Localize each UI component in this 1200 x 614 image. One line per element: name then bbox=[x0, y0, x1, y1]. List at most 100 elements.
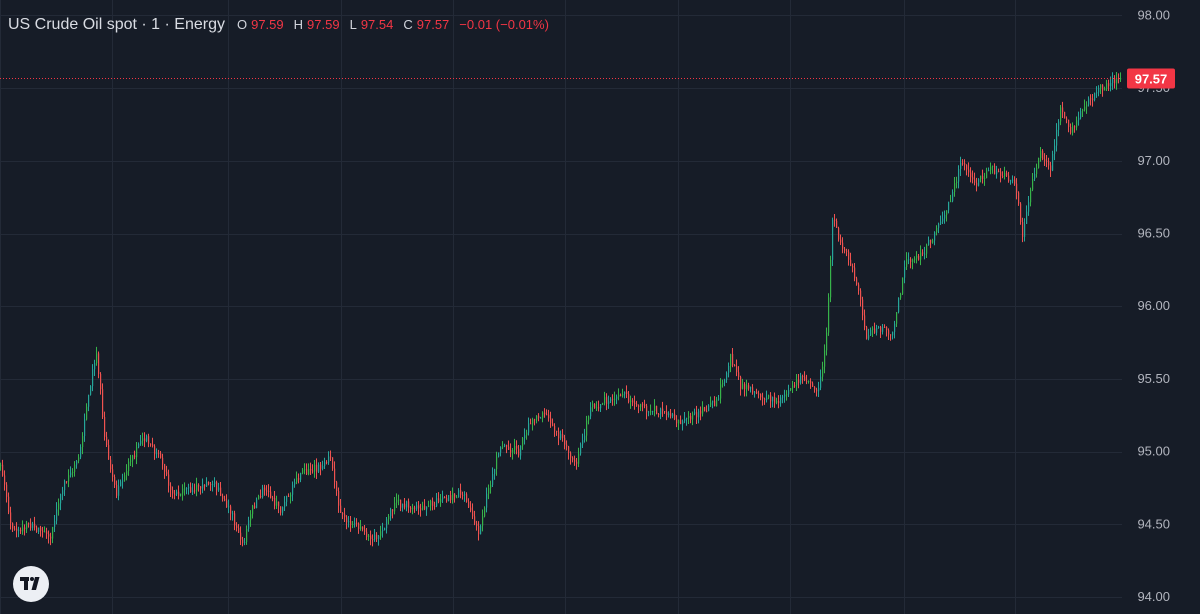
candle bbox=[830, 255, 832, 303]
candle bbox=[440, 494, 442, 507]
candle bbox=[1040, 146, 1042, 162]
candle-body bbox=[726, 372, 728, 381]
tradingview-logo-icon[interactable] bbox=[13, 566, 49, 602]
candle-body bbox=[72, 471, 74, 473]
candle-body bbox=[196, 484, 198, 491]
candle bbox=[1068, 119, 1070, 133]
candle bbox=[38, 527, 40, 535]
candle-body bbox=[878, 326, 880, 329]
candle bbox=[492, 467, 494, 487]
candle bbox=[1010, 179, 1012, 185]
candle bbox=[356, 518, 358, 527]
candle bbox=[954, 177, 956, 197]
candle bbox=[852, 263, 854, 273]
candle bbox=[310, 462, 312, 475]
candle-body bbox=[124, 475, 126, 481]
candle bbox=[412, 503, 414, 515]
close-value: 97.57 bbox=[416, 17, 450, 32]
candle-body bbox=[52, 526, 54, 539]
candle-body bbox=[24, 527, 26, 530]
candle bbox=[348, 515, 350, 528]
candle-body bbox=[1092, 98, 1094, 100]
candle-body bbox=[372, 539, 374, 541]
candle bbox=[618, 388, 620, 401]
candle-body bbox=[638, 405, 640, 407]
y-tick-label: 95.00 bbox=[1137, 444, 1170, 459]
candle bbox=[24, 524, 26, 536]
candle-body bbox=[752, 387, 754, 393]
candle bbox=[346, 515, 348, 530]
candle bbox=[156, 448, 158, 459]
candle-body bbox=[30, 523, 32, 528]
candle-body bbox=[1024, 223, 1026, 237]
candle-body bbox=[134, 455, 136, 458]
candle-body bbox=[550, 418, 552, 424]
candle bbox=[1092, 93, 1094, 107]
candle-body bbox=[420, 508, 422, 510]
candle bbox=[654, 399, 656, 417]
candle bbox=[276, 495, 278, 509]
candle-body bbox=[408, 501, 410, 508]
candle-body bbox=[618, 394, 620, 397]
candle-body bbox=[1120, 78, 1122, 80]
candle-body bbox=[304, 469, 306, 471]
candle-body bbox=[28, 523, 30, 525]
candle-body bbox=[204, 484, 206, 487]
candle bbox=[736, 359, 738, 377]
candle bbox=[442, 490, 444, 504]
candle bbox=[734, 364, 736, 367]
candle bbox=[66, 481, 68, 484]
candle-body bbox=[920, 252, 922, 260]
candle-body bbox=[456, 497, 458, 499]
candle-body bbox=[762, 397, 764, 399]
candle bbox=[754, 391, 756, 398]
candle bbox=[370, 530, 372, 546]
candle bbox=[600, 404, 602, 412]
candle-body bbox=[890, 334, 892, 336]
candle-body bbox=[156, 453, 158, 455]
candle-body bbox=[838, 228, 840, 240]
candle-body bbox=[430, 500, 432, 506]
candle bbox=[416, 501, 418, 511]
candle bbox=[328, 451, 330, 465]
candle bbox=[454, 493, 456, 503]
candle-body bbox=[830, 259, 832, 298]
candle-body bbox=[1020, 203, 1022, 223]
candle bbox=[1060, 105, 1062, 126]
candle bbox=[908, 252, 910, 265]
candle bbox=[124, 472, 126, 482]
candle bbox=[982, 169, 984, 184]
candle bbox=[68, 469, 70, 488]
candle-body bbox=[66, 481, 68, 483]
candle-body bbox=[1068, 119, 1070, 127]
candle-body bbox=[1044, 159, 1046, 161]
candle-body bbox=[518, 448, 520, 456]
candle bbox=[960, 156, 962, 177]
candle-body bbox=[452, 493, 454, 501]
candle-body bbox=[560, 434, 562, 439]
candle bbox=[4, 470, 6, 491]
candle-body bbox=[936, 227, 938, 233]
candle bbox=[386, 517, 388, 534]
candle bbox=[340, 498, 342, 514]
candle-body bbox=[68, 475, 70, 482]
symbol-title[interactable]: US Crude Oil spot · 1 · Energy bbox=[8, 16, 225, 33]
candle bbox=[116, 480, 118, 499]
candle-body bbox=[360, 526, 362, 529]
candle-body bbox=[446, 498, 448, 502]
candle bbox=[988, 167, 990, 172]
candle bbox=[188, 483, 190, 495]
candle-body bbox=[796, 379, 798, 386]
candle-body bbox=[308, 469, 310, 475]
candle bbox=[216, 480, 218, 496]
candle-body bbox=[662, 408, 664, 412]
candle-body bbox=[510, 449, 512, 453]
candle bbox=[360, 520, 362, 531]
candle-body bbox=[216, 482, 218, 491]
candle bbox=[254, 502, 256, 509]
candle-body bbox=[672, 414, 674, 417]
candle-body bbox=[128, 461, 130, 472]
